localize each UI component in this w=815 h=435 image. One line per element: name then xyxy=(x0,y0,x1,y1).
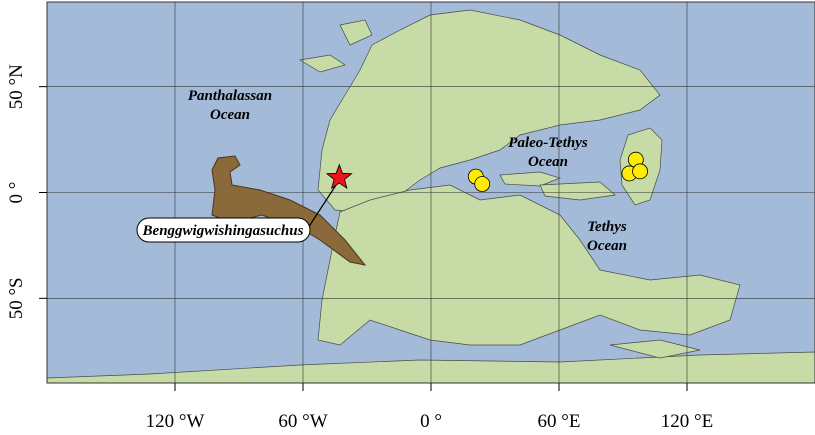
y-tick-label: 0 ° xyxy=(6,182,27,204)
locality-marker xyxy=(632,163,648,180)
gondwana xyxy=(317,184,741,346)
x-tick-label: 60 °E xyxy=(538,411,581,432)
ocean-label: Ocean xyxy=(210,107,250,123)
x-tick-label: 60 °W xyxy=(278,411,327,432)
x-tick-label: 120 °W xyxy=(146,411,205,432)
locality-marker xyxy=(474,176,491,192)
y-tick-label: 50 °N xyxy=(6,64,27,109)
island xyxy=(299,54,346,73)
ocean-label: Paleo-Tethys xyxy=(508,135,588,151)
taxon-label: Benggwigwishingasuchus xyxy=(142,223,304,239)
ocean-label: Panthalassan xyxy=(188,88,272,104)
grid xyxy=(47,2,815,383)
y-tick-label: 50 °S xyxy=(6,277,27,319)
x-tick-label: 0 ° xyxy=(420,411,442,432)
x-tick-label: 120 °E xyxy=(661,411,713,432)
leader-line xyxy=(307,181,339,229)
taxon-box xyxy=(136,217,311,243)
island xyxy=(339,19,373,46)
ocean-label: Ocean xyxy=(587,238,627,254)
ocean-label: Ocean xyxy=(528,154,568,170)
laurasia xyxy=(317,9,661,213)
island xyxy=(609,339,701,359)
star-marker xyxy=(325,163,353,190)
ocean-label: Tethys xyxy=(587,219,627,235)
landmasses xyxy=(46,9,815,384)
cimmeria xyxy=(499,171,562,187)
